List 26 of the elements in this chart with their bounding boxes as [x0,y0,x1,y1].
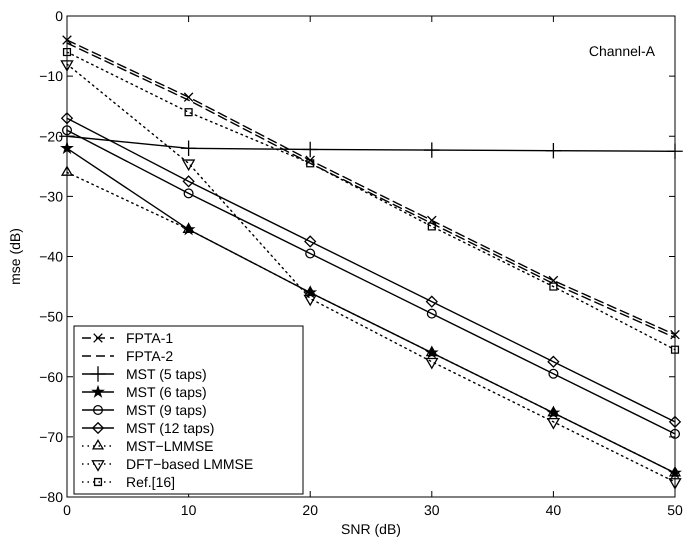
x-tick-label: 50 [667,502,683,518]
legend-label: DFT−based LMMSE [126,456,254,472]
y-tick-label: −10 [39,68,64,84]
x-tick-label: 30 [424,502,440,518]
x-axis-title: SNR (dB) [341,521,401,537]
legend-label: Ref.[16] [126,474,176,490]
legend-label: FPTA-1 [126,330,174,346]
x-tick-label: 40 [546,502,562,518]
legend-label: MST−LMMSE [126,438,214,454]
legend-label: FPTA-2 [126,348,174,364]
y-tick-label: −80 [39,489,64,505]
legend-label: MST (6 taps) [126,384,207,400]
y-tick-label: −30 [39,188,64,204]
y-axis-title: mse (dB) [7,228,23,285]
y-tick-label: −60 [39,368,64,385]
legend-label: MST (9 taps) [126,402,207,418]
x-tick-label: 20 [302,502,318,518]
y-tick-label: −70 [39,428,64,445]
x-tick-label: 10 [180,502,197,518]
y-tick-label: −20 [39,128,64,144]
legend-label: MST (5 taps) [126,366,207,382]
legend-label: MST (12 taps) [126,420,214,436]
y-tick-label: −50 [39,308,64,325]
annotation: Channel-A [588,43,656,59]
y-tick-label: −40 [39,248,64,264]
y-tick-label: 0 [55,8,64,24]
